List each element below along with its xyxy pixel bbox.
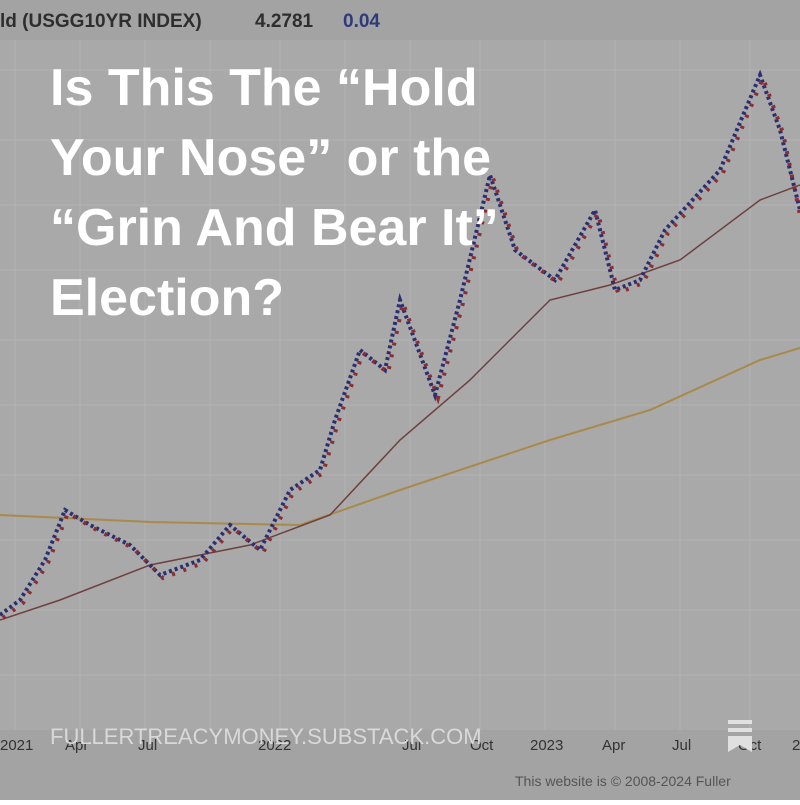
x-tick-label: 2023	[530, 737, 563, 754]
x-tick-label: Oct	[470, 737, 494, 754]
x-tick-label: Jul	[672, 737, 691, 754]
x-tick-label: Jul	[138, 737, 157, 754]
substack-icon	[728, 720, 752, 752]
title: Is This The “Hold Your Nose” or the “Grin …	[50, 59, 499, 327]
x-tick-label: Jul	[402, 737, 421, 754]
long-moving-average	[0, 347, 800, 527]
title-line: Election?	[50, 269, 284, 327]
ticker: ld (USGG10YR INDEX)	[0, 11, 202, 32]
plot-area	[0, 40, 800, 730]
title-line: Your Nose” or the	[50, 129, 491, 187]
x-tick-label: Apr	[602, 737, 625, 754]
x-tick-label: 2022	[258, 737, 291, 754]
title-line: “Grin And Bear It”	[50, 199, 499, 257]
title-line: Is This The “Hold	[50, 59, 478, 117]
grid	[0, 40, 800, 730]
change: 0.04	[343, 11, 380, 32]
short-moving-average	[0, 184, 800, 621]
site-name: FULLERTREACYMONEY.SUBSTACK.COM	[50, 724, 482, 749]
price: 4.2781	[255, 11, 314, 32]
x-axis-labels: 2021AprJul2022JulOct2023AprJulOct2	[0, 737, 800, 754]
footer: This website is © 2008-2024 Fuller	[515, 773, 731, 789]
x-tick-label: 2021	[0, 737, 33, 754]
x-tick-label: Apr	[65, 737, 88, 754]
price-candles-down	[1, 72, 800, 620]
price-candles	[0, 69, 800, 617]
x-tick-label: 2	[792, 737, 800, 754]
